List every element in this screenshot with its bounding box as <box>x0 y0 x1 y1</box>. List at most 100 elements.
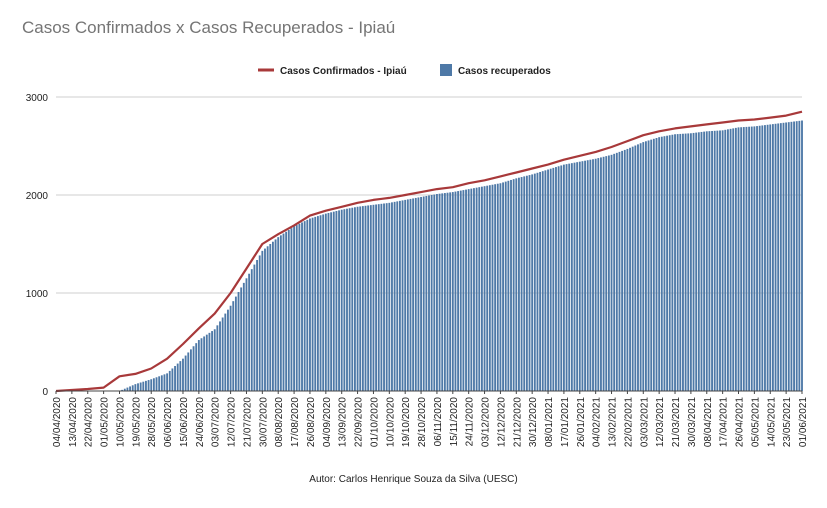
x-tick-label: 15/11/2020 <box>449 397 460 447</box>
recovered-bar <box>674 134 676 392</box>
recovered-bar <box>433 194 436 391</box>
recovered-bar <box>499 183 502 391</box>
recovered-bar <box>652 138 655 391</box>
recovered-bar <box>422 196 425 391</box>
recovered-bar <box>385 203 388 391</box>
recovered-bar <box>486 185 489 391</box>
recovered-bar <box>684 133 687 391</box>
recovered-bar <box>314 216 317 391</box>
recovered-bar <box>613 153 616 391</box>
recovered-bar <box>766 124 769 392</box>
recovered-bar <box>713 130 716 391</box>
recovered-bar <box>446 192 449 391</box>
recovered-bar <box>462 190 465 391</box>
recovered-bar <box>510 179 512 391</box>
recovered-bar <box>719 130 721 391</box>
recovered-bar <box>203 336 206 391</box>
recovered-bar <box>322 214 325 391</box>
recovered-bar <box>631 146 634 391</box>
recovered-bar <box>533 173 536 391</box>
recovered-bar <box>227 309 229 391</box>
recovered-bar <box>171 368 174 391</box>
recovered-bar <box>491 184 494 391</box>
recovered-bar <box>774 123 777 391</box>
recovered-bar <box>536 172 539 391</box>
x-tick-label: 30/12/2020 <box>528 397 539 447</box>
recovered-bars <box>121 120 803 392</box>
recovered-bar <box>761 125 764 392</box>
recovered-bar <box>237 292 240 391</box>
recovered-bar <box>634 145 637 391</box>
recovered-bar <box>647 140 650 391</box>
recovered-bar <box>568 163 571 391</box>
recovered-bar <box>586 160 589 391</box>
recovered-bar <box>391 202 393 391</box>
recovered-bar <box>748 126 751 391</box>
recovered-bar <box>367 205 370 391</box>
recovered-bar <box>660 136 663 391</box>
recovered-bar <box>150 379 153 391</box>
recovered-bar <box>332 211 335 391</box>
recovered-bar <box>671 134 674 392</box>
recovered-bar <box>404 199 407 391</box>
x-tick-label: 21/07/2020 <box>242 397 253 447</box>
recovered-bar <box>359 206 362 391</box>
x-tick-label: 26/01/2021 <box>576 397 587 447</box>
recovered-bar <box>785 122 788 391</box>
recovered-bar <box>195 343 198 391</box>
recovered-bar <box>269 244 272 391</box>
recovered-bar <box>155 377 158 391</box>
recovered-bar <box>787 122 790 392</box>
recovered-bar <box>578 161 581 391</box>
recovered-bar <box>335 211 338 391</box>
x-tick-label: 12/03/2021 <box>655 397 666 447</box>
x-tick-label: 10/10/2020 <box>385 397 396 447</box>
x-tick-label: 22/02/2021 <box>623 397 634 447</box>
x-tick-label: 12/12/2020 <box>496 397 507 447</box>
recovered-bar <box>592 159 594 391</box>
recovered-bar <box>570 163 573 391</box>
x-tick-label: 01/06/2021 <box>798 397 809 447</box>
recovered-bar <box>364 205 367 391</box>
recovered-bar <box>277 237 280 391</box>
recovered-bar <box>525 175 528 391</box>
x-tick-label: 10/05/2020 <box>115 397 126 447</box>
recovered-bar <box>732 128 735 392</box>
recovered-bar <box>229 305 232 391</box>
recovered-bar <box>618 151 621 391</box>
recovered-bar <box>777 123 780 392</box>
x-tick-label: 04/02/2021 <box>592 397 603 447</box>
recovered-bar <box>724 129 727 391</box>
x-tick-label: 08/08/2020 <box>274 397 285 447</box>
recovered-bar <box>179 361 182 391</box>
x-tick-label: 04/09/2020 <box>322 397 333 447</box>
recovered-bar <box>166 373 169 391</box>
recovered-bar <box>123 388 126 391</box>
recovered-bar <box>152 378 155 391</box>
recovered-bar <box>131 385 134 391</box>
recovered-bar <box>285 231 288 391</box>
recovered-bar <box>121 389 124 391</box>
recovered-bar <box>428 195 430 391</box>
recovered-bar <box>340 209 343 391</box>
recovered-bar <box>576 162 579 391</box>
x-tick-label: 03/03/2021 <box>639 397 650 447</box>
author-note: Autor: Carlos Henrique Souza da Silva (U… <box>309 474 518 485</box>
x-tick-label: 22/04/2020 <box>84 397 95 447</box>
recovered-bar <box>494 184 497 391</box>
y-axis-ticks: 0 1000 2000 3000 <box>26 93 49 398</box>
legend: Casos Confirmados - Ipiaú Casos recupera… <box>258 64 551 77</box>
recovered-bar <box>377 204 380 391</box>
recovered-bar <box>441 193 444 391</box>
recovered-bar <box>401 200 404 391</box>
recovered-bar <box>573 162 576 391</box>
recovered-bar <box>290 228 293 391</box>
recovered-bar <box>644 141 647 391</box>
recovered-bar <box>682 133 684 391</box>
recovered-bar <box>610 154 613 391</box>
recovered-bar <box>531 174 534 391</box>
recovered-bar <box>454 191 457 391</box>
recovered-bar <box>253 264 256 391</box>
recovered-bar <box>727 129 729 391</box>
x-tick-label: 17/01/2021 <box>560 397 571 447</box>
